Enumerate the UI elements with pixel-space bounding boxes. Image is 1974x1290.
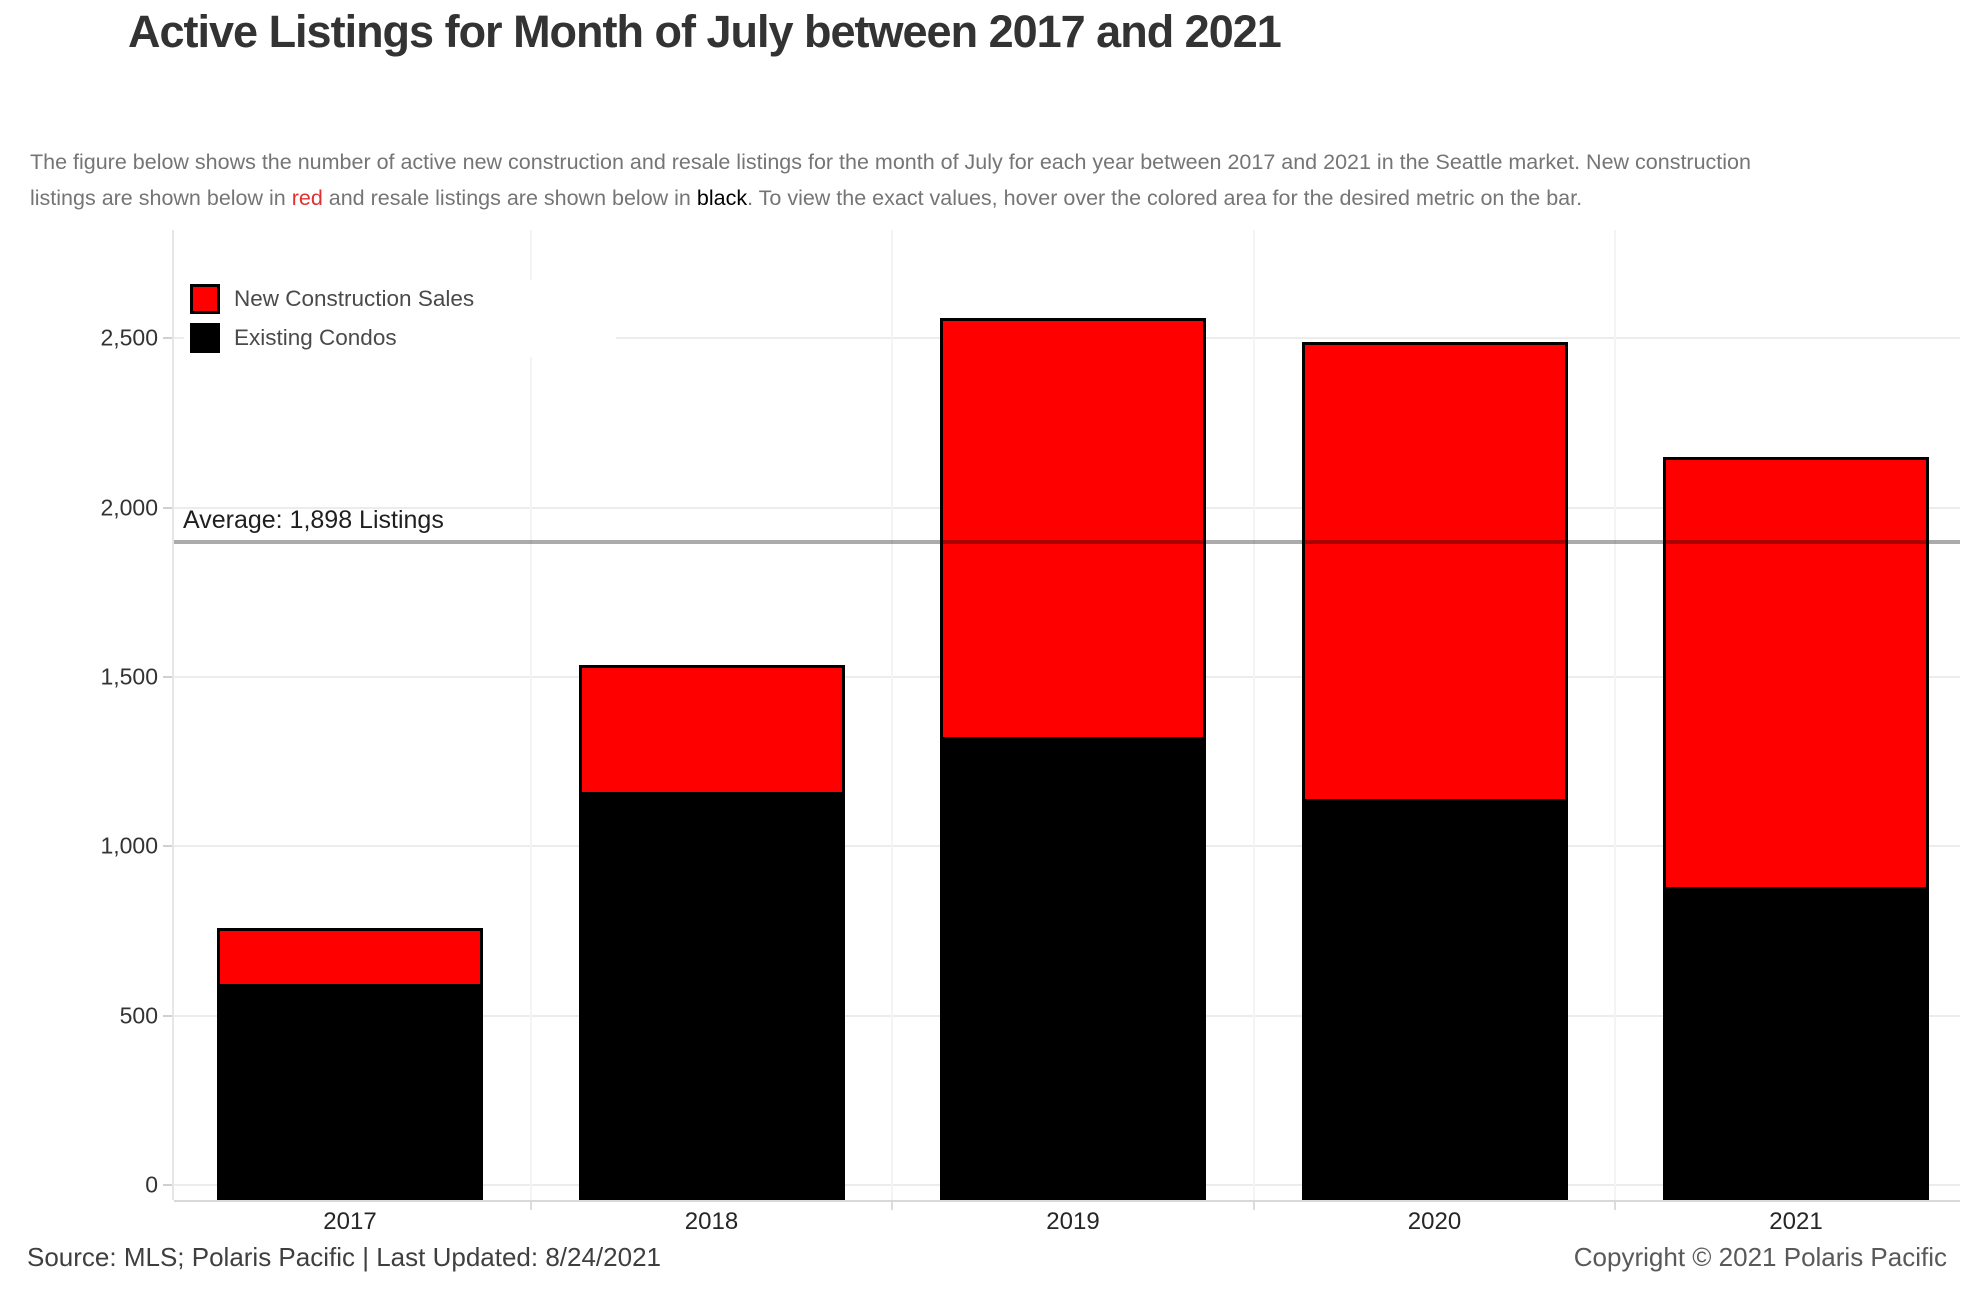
x-axis-tick-mark [529, 1200, 532, 1210]
description-line1: The figure below shows the number of act… [30, 150, 1751, 174]
x-axis-tick-mark [1252, 1200, 1255, 1210]
description-line2-mid: and resale listings are shown below in [322, 186, 697, 210]
chart-title: Active Listings for Month of July betwee… [128, 6, 1282, 57]
x-axis-tick-mark [891, 1200, 894, 1210]
y-axis-label-500: 500 [119, 1002, 158, 1029]
bar-segment-existing-condos-2018[interactable] [578, 795, 845, 1200]
average-reference-line [174, 540, 1960, 545]
legend-label: New Construction Sales [234, 286, 475, 311]
bar-segment-new-construction-2021[interactable] [1663, 456, 1929, 891]
y-axis-tick-mark [163, 1184, 174, 1186]
legend-item-new-construction[interactable]: New Construction Sales [190, 284, 610, 314]
y-axis-tick-mark [163, 1014, 174, 1017]
x-axis-label-2018: 2018 [684, 1208, 739, 1235]
x-axis-label-2020: 2020 [1407, 1208, 1462, 1235]
category-divider [891, 230, 894, 1200]
y-axis-label-2,500: 2,500 [100, 324, 158, 351]
description-line2-prefix: listings are shown below in [30, 186, 292, 210]
copyright-note: Copyright © 2021 Polaris Pacific [1573, 1242, 1947, 1272]
x-axis-tick-mark [1614, 1200, 1617, 1210]
category-divider [529, 230, 532, 1200]
x-axis-line [174, 1200, 1960, 1202]
y-axis-label-0: 0 [145, 1171, 158, 1198]
x-axis-label-2021: 2021 [1769, 1208, 1823, 1235]
description-red-word: red [291, 186, 323, 210]
legend-swatch-red [190, 284, 220, 314]
x-axis-label-2019: 2019 [1046, 1208, 1100, 1235]
average-line-label: Average: 1,898 Listings [183, 506, 444, 535]
y-axis-label-1,500: 1,500 [100, 663, 158, 690]
y-axis-tick-mark [163, 845, 174, 848]
legend-swatch-black [190, 323, 220, 353]
y-axis-tick-mark [163, 506, 174, 509]
description-line2-suffix: . To view the exact values, hover over t… [747, 186, 1583, 210]
chart-legend: New Construction Sales Existing Condos [184, 280, 616, 357]
y-axis-line [172, 230, 174, 1200]
legend-label: Existing Condos [234, 325, 397, 350]
y-axis-tick-mark [163, 675, 174, 678]
bar-segment-new-construction-2019[interactable] [940, 317, 1206, 740]
bar-segment-existing-condos-2021[interactable] [1663, 890, 1929, 1200]
category-divider [1614, 230, 1617, 1200]
x-axis-label-2017: 2017 [323, 1208, 377, 1235]
description-black-word: black [696, 186, 748, 210]
bar-segment-new-construction-2017[interactable] [217, 927, 483, 987]
category-divider [1252, 230, 1255, 1200]
bar-segment-existing-condos-2017[interactable] [217, 986, 483, 1200]
y-axis-label-2,000: 2,000 [100, 494, 158, 521]
chart-description: The figure below shows the number of act… [30, 144, 1960, 216]
y-axis-tick-mark [163, 337, 174, 340]
bar-segment-new-construction-2020[interactable] [1301, 341, 1568, 803]
bar-segment-existing-condos-2019[interactable] [940, 739, 1206, 1200]
y-axis-label-1,000: 1,000 [100, 832, 158, 859]
source-note: Source: MLS; Polaris Pacific | Last Upda… [27, 1242, 661, 1272]
legend-item-existing-condos[interactable]: Existing Condos [190, 323, 610, 353]
bar-segment-existing-condos-2020[interactable] [1301, 802, 1568, 1200]
bar-segment-new-construction-2018[interactable] [578, 665, 845, 796]
